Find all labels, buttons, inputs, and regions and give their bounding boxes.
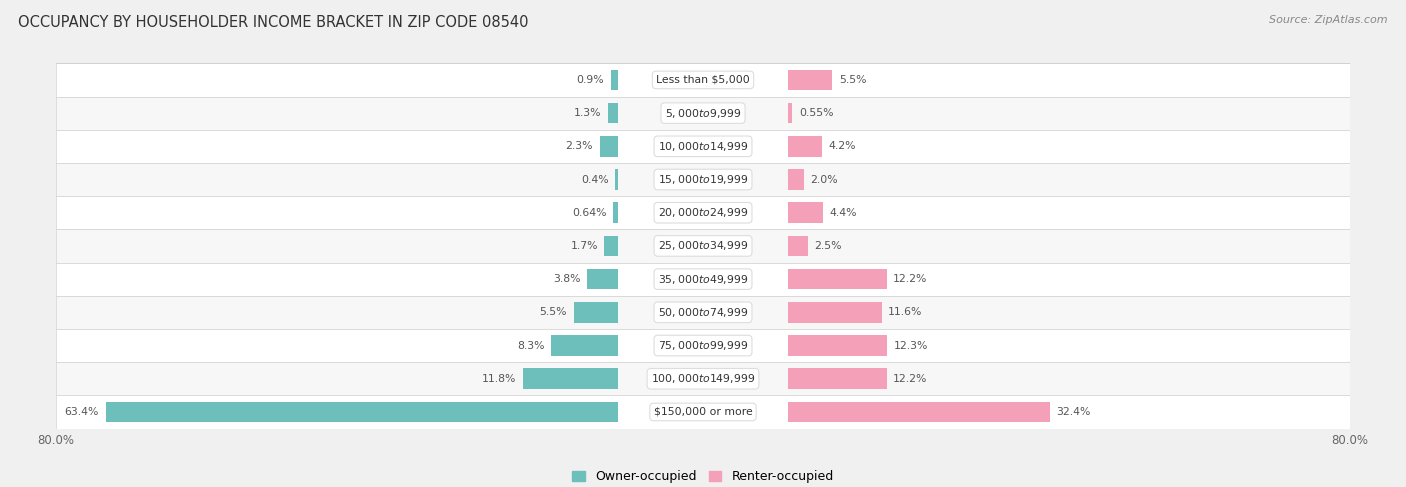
Text: 8.3%: 8.3% <box>517 340 544 351</box>
Bar <box>574 302 619 322</box>
Bar <box>787 236 808 256</box>
Bar <box>551 335 619 356</box>
FancyBboxPatch shape <box>56 395 1350 429</box>
Bar <box>787 103 793 123</box>
Text: $10,000 to $14,999: $10,000 to $14,999 <box>658 140 748 153</box>
Bar <box>610 70 619 90</box>
Text: 0.4%: 0.4% <box>581 174 609 185</box>
Text: 2.3%: 2.3% <box>565 141 593 151</box>
Text: 5.5%: 5.5% <box>540 307 567 318</box>
FancyBboxPatch shape <box>56 329 1350 362</box>
Bar <box>614 169 619 190</box>
Text: 32.4%: 32.4% <box>1056 407 1091 417</box>
Text: 0.55%: 0.55% <box>799 108 834 118</box>
Bar <box>787 70 832 90</box>
Text: $75,000 to $99,999: $75,000 to $99,999 <box>658 339 748 352</box>
Text: $20,000 to $24,999: $20,000 to $24,999 <box>658 206 748 219</box>
Bar <box>787 369 887 389</box>
Text: $5,000 to $9,999: $5,000 to $9,999 <box>665 107 741 120</box>
Text: 11.6%: 11.6% <box>889 307 922 318</box>
Text: 4.2%: 4.2% <box>828 141 856 151</box>
Text: Source: ZipAtlas.com: Source: ZipAtlas.com <box>1270 15 1388 25</box>
Text: 0.9%: 0.9% <box>576 75 605 85</box>
Bar <box>787 302 882 322</box>
Legend: Owner-occupied, Renter-occupied: Owner-occupied, Renter-occupied <box>568 465 838 487</box>
FancyBboxPatch shape <box>56 130 1350 163</box>
FancyBboxPatch shape <box>56 296 1350 329</box>
Bar <box>787 402 1050 422</box>
Bar <box>588 269 619 289</box>
Bar <box>787 169 804 190</box>
Bar <box>599 136 619 157</box>
Text: 4.4%: 4.4% <box>830 208 858 218</box>
Text: 5.5%: 5.5% <box>839 75 866 85</box>
Text: 1.3%: 1.3% <box>574 108 602 118</box>
Text: $150,000 or more: $150,000 or more <box>654 407 752 417</box>
FancyBboxPatch shape <box>56 262 1350 296</box>
Text: $15,000 to $19,999: $15,000 to $19,999 <box>658 173 748 186</box>
Text: 11.8%: 11.8% <box>482 374 516 384</box>
Text: 12.2%: 12.2% <box>893 274 928 284</box>
Bar <box>787 269 887 289</box>
Text: Less than $5,000: Less than $5,000 <box>657 75 749 85</box>
Text: $35,000 to $49,999: $35,000 to $49,999 <box>658 273 748 286</box>
Bar <box>523 369 619 389</box>
Text: 12.3%: 12.3% <box>894 340 928 351</box>
Text: 2.5%: 2.5% <box>814 241 842 251</box>
Text: 63.4%: 63.4% <box>65 407 98 417</box>
Bar <box>787 335 887 356</box>
Text: 3.8%: 3.8% <box>554 274 581 284</box>
FancyBboxPatch shape <box>56 362 1350 395</box>
Text: 1.7%: 1.7% <box>571 241 598 251</box>
Text: $100,000 to $149,999: $100,000 to $149,999 <box>651 372 755 385</box>
Text: OCCUPANCY BY HOUSEHOLDER INCOME BRACKET IN ZIP CODE 08540: OCCUPANCY BY HOUSEHOLDER INCOME BRACKET … <box>18 15 529 30</box>
FancyBboxPatch shape <box>56 196 1350 229</box>
Text: 2.0%: 2.0% <box>810 174 838 185</box>
FancyBboxPatch shape <box>56 96 1350 130</box>
Text: $25,000 to $34,999: $25,000 to $34,999 <box>658 240 748 252</box>
Text: $50,000 to $74,999: $50,000 to $74,999 <box>658 306 748 319</box>
Bar <box>787 136 823 157</box>
Bar <box>105 402 619 422</box>
Bar <box>787 203 824 223</box>
FancyBboxPatch shape <box>56 63 1350 96</box>
FancyBboxPatch shape <box>56 163 1350 196</box>
Bar <box>605 236 619 256</box>
FancyBboxPatch shape <box>56 229 1350 262</box>
Bar <box>613 203 619 223</box>
Text: 0.64%: 0.64% <box>572 208 606 218</box>
Bar <box>607 103 619 123</box>
Text: 12.2%: 12.2% <box>893 374 928 384</box>
